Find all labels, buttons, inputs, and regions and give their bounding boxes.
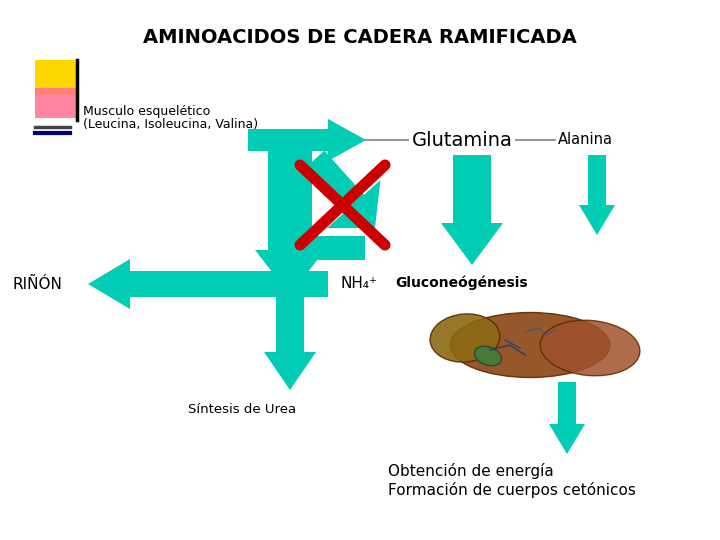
Text: Glutamina: Glutamina (412, 131, 513, 150)
Polygon shape (248, 119, 366, 161)
Bar (35, 88, 77, 118)
Text: NH₄⁺: NH₄⁺ (340, 276, 377, 292)
Polygon shape (88, 259, 328, 309)
Ellipse shape (450, 313, 610, 377)
Text: AMINOACIDOS DE CADERA RAMIFICADA: AMINOACIDOS DE CADERA RAMIFICADA (143, 28, 577, 47)
Text: Obtención de energía
Formación de cuerpos cetónicos: Obtención de energía Formación de cuerpo… (388, 463, 636, 497)
Text: Alanina: Alanina (558, 132, 613, 147)
Bar (268, 130, 312, 250)
Polygon shape (549, 382, 585, 454)
Ellipse shape (540, 320, 640, 376)
Polygon shape (255, 220, 325, 295)
Polygon shape (264, 295, 316, 390)
Polygon shape (304, 151, 380, 228)
Ellipse shape (430, 314, 500, 362)
Ellipse shape (474, 346, 502, 366)
Text: Musculo esquelético: Musculo esquelético (83, 105, 210, 118)
Text: Síntesis de Urea: Síntesis de Urea (188, 403, 296, 416)
Text: (Leucina, Isoleucina, Valina): (Leucina, Isoleucina, Valina) (83, 118, 258, 131)
Polygon shape (579, 155, 615, 235)
Bar (35, 60, 77, 95)
Polygon shape (441, 155, 503, 265)
Text: Gluconeógénesis: Gluconeógénesis (395, 276, 528, 291)
Bar (310, 236, 365, 260)
Text: RIÑÓN: RIÑÓN (12, 276, 62, 292)
